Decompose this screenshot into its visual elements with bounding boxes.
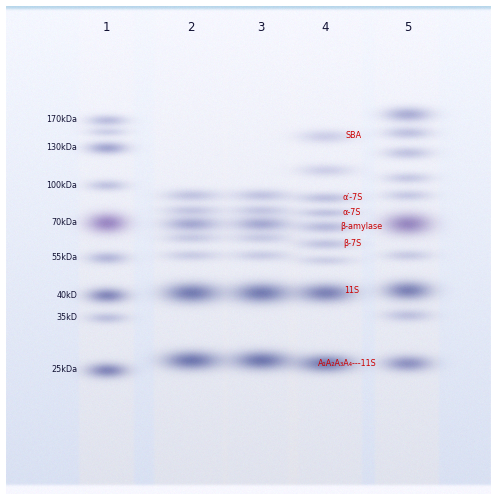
Text: α′-7S: α′-7S	[343, 193, 363, 202]
Text: 35kD: 35kD	[56, 313, 77, 322]
Text: 4: 4	[322, 21, 330, 34]
Text: A₁A₂A₃A₄---11S: A₁A₂A₃A₄---11S	[318, 358, 377, 368]
Text: β-7S: β-7S	[343, 239, 361, 248]
Text: 25kDa: 25kDa	[51, 366, 77, 374]
Text: 2: 2	[187, 21, 195, 34]
Text: 1: 1	[103, 21, 111, 34]
Text: 40kD: 40kD	[56, 290, 77, 300]
Text: 3: 3	[257, 21, 264, 34]
Text: SBA: SBA	[345, 132, 361, 140]
Text: 70kDa: 70kDa	[51, 218, 77, 227]
Text: 130kDa: 130kDa	[46, 143, 77, 152]
Text: β-amylase: β-amylase	[340, 222, 383, 231]
Text: 11S: 11S	[344, 286, 359, 295]
Text: α-7S: α-7S	[343, 208, 361, 217]
Text: 5: 5	[404, 21, 411, 34]
Text: 100kDa: 100kDa	[46, 180, 77, 190]
Text: 170kDa: 170kDa	[46, 116, 77, 124]
Text: 55kDa: 55kDa	[51, 253, 77, 262]
